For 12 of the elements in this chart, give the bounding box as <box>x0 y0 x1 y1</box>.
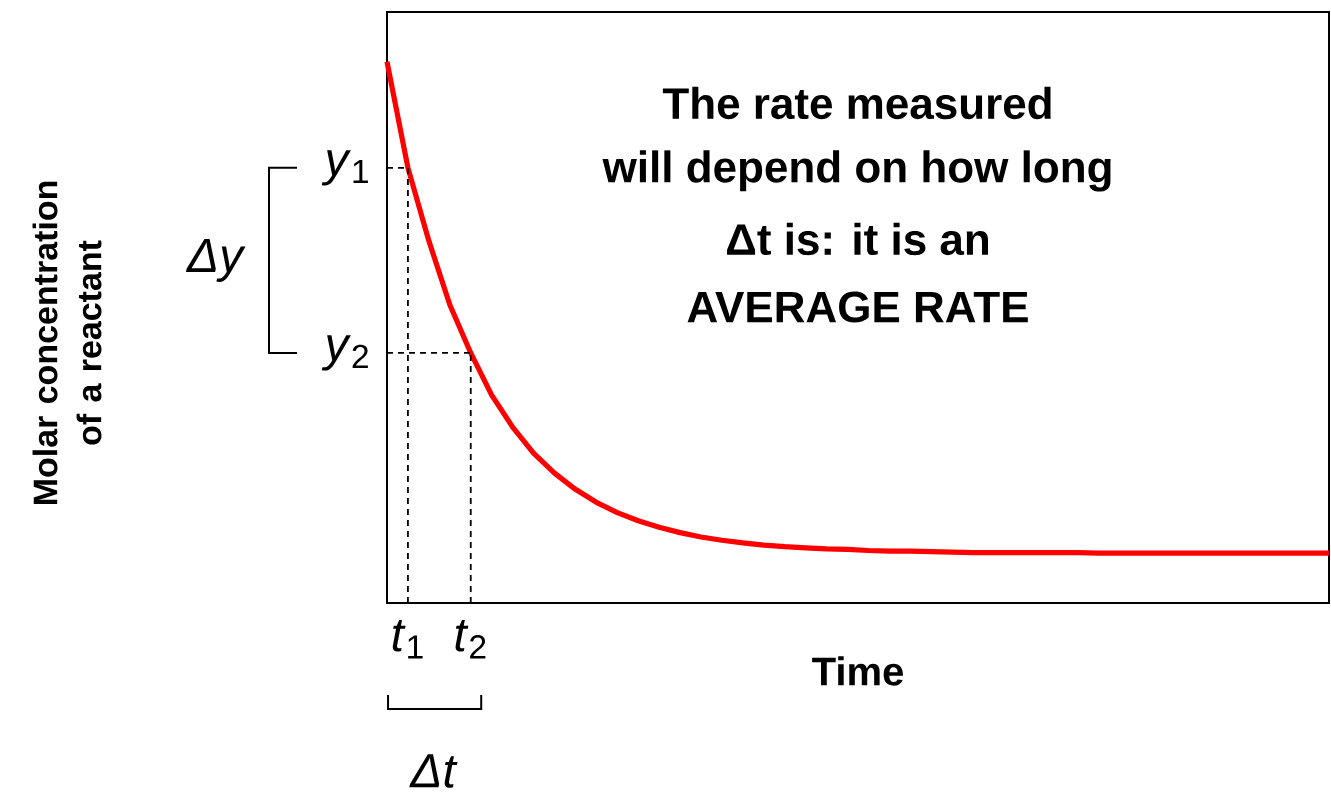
text: Δy <box>185 238 246 282</box>
ref-line-label: y$_{2}$ <box>321 335 368 371</box>
annotation: Δt is: it is an <box>727 222 989 256</box>
annotation: will depend on how long <box>602 150 1111 192</box>
x-tick-label: t$_{1}$ <box>392 620 423 659</box>
ref-line-label: y$_{1}$ <box>321 150 368 186</box>
x-tick-label: t$_{2}$ <box>455 620 486 659</box>
annotation: AVERAGE RATE <box>687 291 1028 323</box>
x-axis-title: Time <box>812 656 903 686</box>
text: Molar concentration of a reactant <box>32 181 102 505</box>
annotation: The rate measured <box>662 86 1051 120</box>
text: Δt <box>409 754 458 788</box>
